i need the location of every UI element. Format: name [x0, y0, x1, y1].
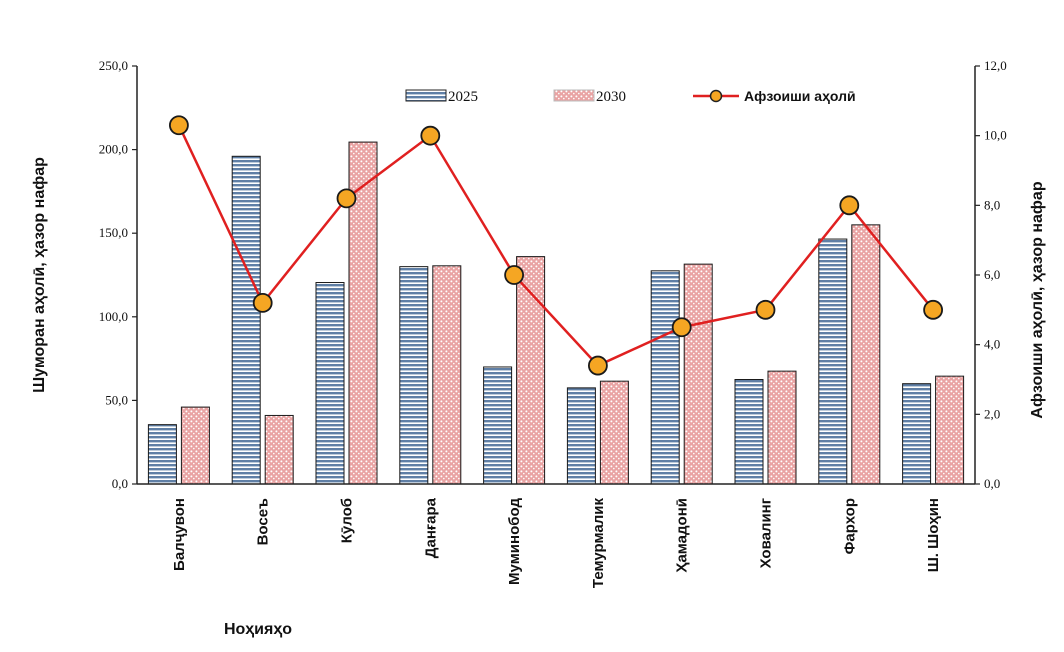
bar-2025	[818, 238, 848, 485]
y-axis-title: Шуморан аҳолӣ, ҳазор нафар	[31, 157, 48, 393]
left-tick-label: 200,0	[99, 142, 128, 157]
bar-2030	[516, 256, 546, 485]
category-label: Фархор	[841, 498, 858, 554]
bar-2030	[432, 265, 462, 485]
bar-2025	[399, 266, 429, 485]
bar-2030	[264, 414, 294, 485]
right-tick-label: 8,0	[984, 197, 1000, 212]
bar-2025	[650, 270, 680, 485]
growth-line	[177, 124, 935, 368]
growth-point	[420, 125, 441, 146]
left-tick-label: 100,0	[99, 309, 128, 324]
bar-2030	[180, 406, 210, 485]
category-label: Кӯлоб	[339, 498, 356, 543]
category-label: Ш. Шоҳин	[925, 498, 942, 572]
growth-point	[168, 115, 189, 136]
right-tick-label: 2,0	[984, 406, 1000, 421]
bar-2025	[147, 424, 177, 485]
legend-label-2030: 2030	[596, 89, 626, 105]
x-axis-title: Ноҳияҳо	[224, 621, 292, 638]
right-tick-label: 12,0	[984, 58, 1007, 73]
category-label: Ховалинг	[758, 498, 775, 568]
bar-2030	[935, 375, 965, 485]
left-tick-label: 50,0	[105, 392, 128, 407]
right-tick-label: 0,0	[984, 476, 1000, 491]
legend-swatch-2025	[405, 89, 447, 102]
legend-line-marker	[709, 89, 723, 103]
left-tick-label: 250,0	[99, 58, 128, 73]
left-axis-ticks: 0,0 50,0 100,0 150,0 200,0 250,0	[99, 58, 137, 491]
right-tick-label: 4,0	[984, 337, 1000, 352]
category-labels: Балҷувон Восеъ Кӯлоб Данғара Муминобод Темурм…	[171, 497, 942, 588]
legend-swatch-2030	[553, 89, 595, 102]
bar-group	[147, 141, 965, 485]
growth-point	[504, 265, 524, 285]
bar-2030	[599, 380, 629, 485]
bar-2025	[231, 155, 261, 485]
growth-point	[755, 299, 776, 320]
legend: 2025 2030 Афзоиши аҳолӣ	[405, 88, 856, 105]
growth-point	[923, 299, 943, 320]
left-tick-label: 150,0	[99, 225, 128, 240]
category-label: Данғара	[422, 497, 439, 558]
growth-point	[671, 317, 692, 338]
bar-2030	[851, 224, 881, 485]
bar-2025	[483, 366, 513, 485]
growth-point	[588, 355, 608, 376]
bar-2025	[566, 387, 596, 485]
category-label: Ҳамадонӣ	[674, 498, 691, 573]
growth-line-layer	[168, 115, 943, 376]
left-tick-label: 0,0	[112, 476, 128, 491]
category-label: Балҷувон	[171, 498, 188, 571]
legend-label-growth: Афзоиши аҳолӣ	[744, 88, 856, 104]
growth-point	[839, 195, 860, 216]
bar-2025	[315, 282, 345, 485]
growth-point	[252, 292, 273, 313]
right-tick-label: 6,0	[984, 267, 1000, 282]
category-label: Темурмалик	[590, 498, 607, 589]
y-axis-right-title: Афзоиши аҳолӣ, ҳазор нафар	[1029, 181, 1046, 418]
growth-point	[336, 188, 357, 209]
legend-label-2025: 2025	[448, 89, 478, 105]
bar-2030	[767, 370, 797, 485]
bar-2030	[683, 263, 713, 485]
category-label: Восеъ	[255, 498, 272, 545]
right-tick-label: 10,0	[984, 128, 1007, 143]
bar-2025	[902, 383, 932, 485]
bar-2025	[734, 379, 764, 485]
right-axis-ticks: 0,0 2,0 4,0 6,0 8,0 10,0 12,0	[975, 58, 1007, 491]
category-label: Муминобод	[506, 498, 523, 585]
